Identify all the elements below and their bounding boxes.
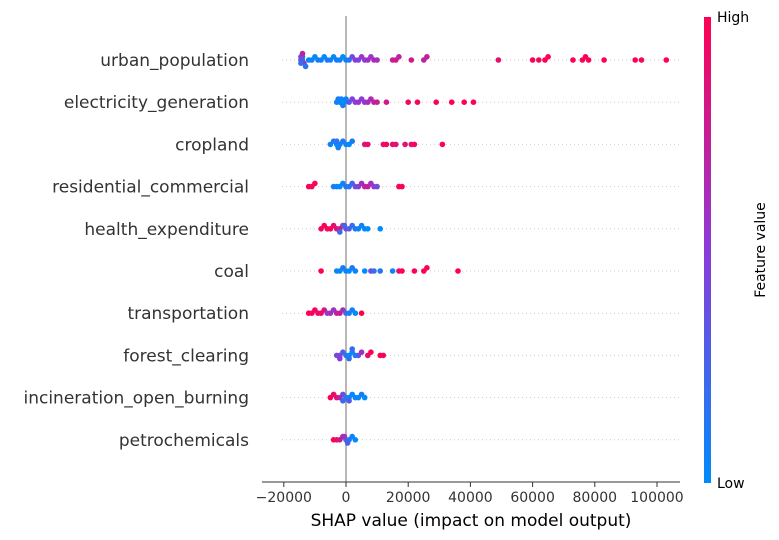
point-health_expenditure-15 — [365, 226, 371, 232]
point-transportation-16 — [358, 310, 365, 317]
point-coal-12 — [389, 268, 396, 274]
colorbar-low-label: Low — [717, 476, 745, 492]
point-residential_commercial-2 — [312, 180, 318, 187]
point-coal-18 — [455, 268, 461, 274]
point-urban_population-49 — [663, 57, 670, 63]
point-urban_population-37 — [495, 57, 502, 63]
point-cropland-8 — [333, 138, 340, 144]
point-coal-11 — [377, 268, 384, 274]
feature-label-incineration_open_burning: incineration_open_burning — [23, 389, 249, 409]
point-electricity_generation-23 — [470, 99, 477, 105]
point-urban_population-48 — [638, 57, 645, 63]
x-tick-label-1: 0 — [342, 490, 351, 506]
point-coal-14 — [399, 268, 405, 274]
x-tick-label-6: 100000 — [630, 490, 683, 506]
colorbar-title: Feature value — [753, 202, 769, 298]
point-health_expenditure-18 — [377, 226, 384, 232]
point-urban_population-6 — [298, 60, 304, 66]
x-axis-title: SHAP value (impact on model output) — [311, 511, 632, 531]
point-coal-10 — [371, 268, 377, 274]
shap-points — [298, 50, 670, 446]
x-tick-label-2: 20000 — [386, 490, 431, 506]
feature-label-petrochemicals: petrochemicals — [119, 431, 249, 451]
point-cropland-16 — [402, 141, 408, 148]
point-cropland-18 — [411, 141, 418, 148]
feature-label-residential_commercial: residential_commercial — [52, 178, 249, 198]
x-tick-label-4: 60000 — [510, 490, 555, 506]
point-urban_population-5 — [299, 50, 306, 57]
point-forest_clearing-6 — [337, 355, 343, 362]
point-health_expenditure-17 — [341, 222, 348, 229]
colorbar-high-label: High — [717, 10, 749, 26]
point-electricity_generation-17 — [383, 99, 390, 105]
point-electricity_generation-16 — [374, 99, 380, 105]
point-transportation-15 — [352, 310, 359, 317]
point-cropland-13 — [383, 141, 390, 148]
feature-label-transportation: transportation — [127, 304, 249, 324]
colorbar-gradient — [704, 17, 711, 483]
x-tick-label-0: −20000 — [256, 490, 312, 506]
feature-label-urban_population: urban_population — [100, 51, 249, 71]
point-electricity_generation-21 — [448, 99, 455, 105]
point-urban_population-47 — [632, 57, 638, 63]
point-petrochemicals-8 — [341, 433, 348, 440]
point-urban_population-7 — [302, 63, 309, 70]
point-forest_clearing-11 — [358, 349, 365, 356]
point-cropland-11 — [365, 141, 371, 148]
feature-label-coal: coal — [214, 262, 249, 282]
point-urban_population-42 — [570, 57, 576, 63]
colorbar: High Low Feature value — [704, 10, 769, 492]
point-coal-17 — [424, 265, 430, 271]
point-cropland-9 — [335, 144, 342, 151]
point-electricity_generation-20 — [433, 99, 440, 105]
feature-rows: urban_population electricity_generationcr… — [23, 51, 680, 451]
point-residential_commercial-19 — [399, 183, 405, 190]
x-tick-label-5: 80000 — [573, 490, 618, 506]
point-urban_population-30 — [374, 57, 380, 63]
point-urban_population-38 — [529, 57, 536, 63]
point-forest_clearing-8 — [349, 346, 356, 352]
point-residential_commercial-17 — [374, 183, 380, 190]
feature-label-health_expenditure: health_expenditure — [84, 220, 249, 240]
point-forest_clearing-15 — [380, 352, 387, 359]
feature-label-forest_clearing: forest_clearing — [123, 346, 249, 366]
point-incineration_open_burning-13 — [361, 394, 368, 401]
point-urban_population-41 — [545, 54, 551, 60]
point-electricity_generation-22 — [461, 99, 468, 105]
point-cropland-7 — [349, 138, 356, 144]
point-urban_population-45 — [585, 57, 592, 63]
x-tick-label-3: 40000 — [448, 490, 493, 506]
point-coal-15 — [411, 268, 418, 274]
point-incineration_open_burning-11 — [340, 398, 346, 404]
feature-label-electricity_generation: electricity_generation — [64, 93, 249, 113]
point-cropland-19 — [439, 141, 446, 148]
point-incineration_open_burning-12 — [346, 398, 352, 404]
point-electricity_generation-18 — [405, 99, 412, 105]
x-ticks: −20000 0 20000 40000 60000 80000 100000 — [256, 482, 684, 506]
point-urban_population-46 — [601, 57, 607, 63]
feature-label-cropland: cropland — [175, 135, 249, 155]
point-petrochemicals-9 — [344, 440, 351, 446]
point-urban_population-36 — [424, 54, 430, 60]
point-coal-0 — [318, 268, 324, 274]
point-cropland-15 — [393, 141, 399, 148]
point-forest_clearing-7 — [346, 355, 352, 362]
point-forest_clearing-13 — [368, 349, 374, 356]
point-coal-7 — [352, 268, 359, 274]
point-urban_population-33 — [396, 54, 402, 60]
point-urban_population-39 — [536, 57, 542, 63]
point-electricity_generation-19 — [414, 99, 421, 105]
point-coal-8 — [361, 268, 368, 274]
point-petrochemicals-7 — [352, 437, 359, 443]
point-urban_population-34 — [408, 57, 415, 63]
point-health_expenditure-16 — [337, 229, 343, 235]
